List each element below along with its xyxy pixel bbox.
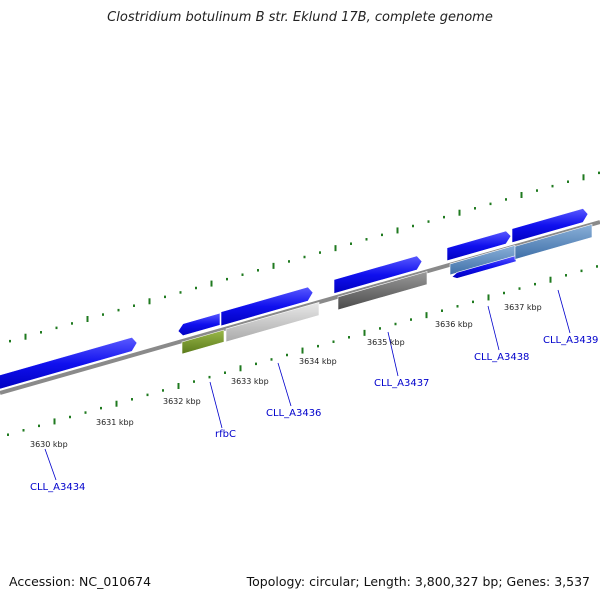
gene-cll-a3438-reverse <box>451 255 517 279</box>
kbp-label-3637-kbp: 3637 kbp <box>504 303 542 312</box>
gene-cll-a3437-forward <box>333 255 423 294</box>
topology-text: Topology: circular; Length: 3,800,327 bp… <box>246 574 590 589</box>
outer-tick-ring <box>9 171 600 343</box>
kbp-label-3633-kbp: 3633 kbp <box>231 377 269 386</box>
gene-rfbc <box>181 329 225 355</box>
kbp-label-3636-kbp: 3636 kbp <box>435 320 473 329</box>
gene-cll-a3439-forward <box>511 208 589 244</box>
gene-cll-a3437 <box>337 271 428 311</box>
kbp-label-3635-kbp: 3635 kbp <box>367 338 405 347</box>
kbp-label-3630-kbp: 3630 kbp <box>30 440 68 449</box>
leader-line <box>277 362 292 407</box>
gene-label-cll-a3437: CLL_A3437 <box>374 378 429 389</box>
leader-line <box>44 448 57 481</box>
gene-cll-a3439 <box>514 223 593 260</box>
leader-line <box>557 289 571 334</box>
kbp-labels: 3630 kbp 3631 kbp 3632 kbp 3633 kbp 3634 kbp… <box>30 303 542 449</box>
gene-cll-a3436-forward <box>220 286 314 327</box>
leader-line <box>487 305 500 351</box>
gene-labels: CLL_A3434 rfbC CLL_A3436 CLL_A3437 CLL_A3438… <box>30 335 598 493</box>
genome-title: Clostridium botulinum B str. Eklund 17B,… <box>107 10 493 25</box>
gene-cll-a3436 <box>225 301 320 343</box>
kbp-label-3631-kbp: 3631 kbp <box>96 418 134 427</box>
label-leader-lines <box>44 289 571 481</box>
gene-label-cll-a3436: CLL_A3436 <box>266 408 321 419</box>
gene-cll-a3438-forward <box>446 230 512 262</box>
accession-text: Accession: NC_010674 <box>9 574 152 589</box>
gene-label-cll-a3439: CLL_A3439 <box>543 335 598 346</box>
gene-cll-a3434 <box>0 336 138 390</box>
gene-label-cll-a3434: CLL_A3434 <box>30 482 85 493</box>
kbp-label-3634-kbp: 3634 kbp <box>299 357 337 366</box>
gene-label-rfbc: rfbC <box>215 429 236 440</box>
gene-a3435 <box>177 312 221 337</box>
gene-label-cll-a3438: CLL_A3438 <box>474 352 529 363</box>
leader-line <box>209 381 223 429</box>
leader-line <box>387 331 399 377</box>
kbp-label-3632-kbp: 3632 kbp <box>163 397 201 406</box>
gene-features <box>0 208 593 390</box>
inner-tick-ring <box>7 265 598 436</box>
